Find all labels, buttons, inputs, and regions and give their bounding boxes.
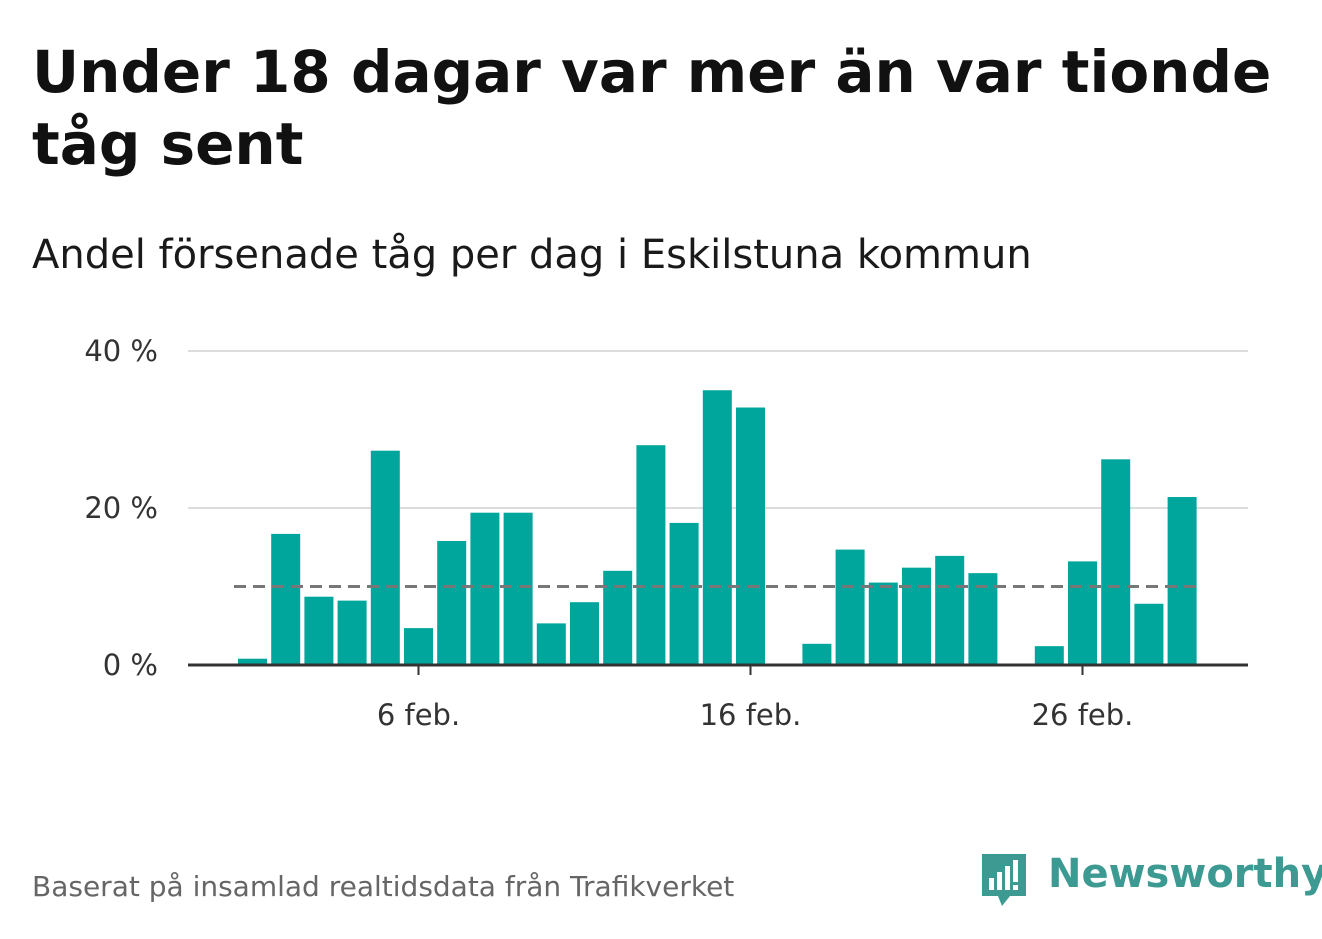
logo-text: Newsworthy: [1048, 851, 1322, 897]
bar: [1167, 497, 1197, 665]
bar: [868, 582, 898, 665]
bar: [603, 570, 633, 665]
bar: [404, 628, 433, 665]
bar: [935, 555, 965, 665]
bars: [238, 390, 1197, 665]
bar: [669, 522, 699, 665]
bar: [503, 512, 533, 665]
bar: [1068, 561, 1097, 665]
bar-chart: 0 % 20 % 40 % 6 feb. 16 feb. 26 feb.: [84, 334, 1248, 732]
bar: [337, 600, 367, 665]
bar: [370, 450, 400, 665]
bar: [968, 573, 998, 665]
source-note: Baserat på insamlad realtidsdata från Tr…: [32, 870, 735, 903]
bar: [470, 512, 500, 665]
chart-subtitle: Andel försenade tåg per dag i Eskilstuna…: [32, 232, 1032, 278]
axes: 0 % 20 % 40 % 6 feb. 16 feb. 26 feb.: [84, 334, 1248, 732]
newsworthy-logo: Newsworthy: [980, 848, 1322, 912]
bar: [835, 549, 865, 665]
y-tick-label: 0 %: [103, 648, 158, 682]
x-tick-label: 26 feb.: [1032, 698, 1134, 732]
bar: [636, 445, 666, 665]
bar: [802, 643, 832, 665]
bar: [1034, 646, 1064, 665]
bar: [304, 596, 334, 665]
bar: [736, 407, 765, 665]
newsworthy-logo-icon: [982, 854, 1026, 906]
bar: [902, 567, 931, 665]
bar: [536, 623, 566, 665]
bar: [1101, 459, 1131, 665]
bar: [1134, 603, 1164, 665]
x-tick-label: 6 feb.: [377, 698, 460, 732]
bar: [570, 602, 599, 665]
bar: [437, 540, 467, 665]
bar: [271, 533, 301, 665]
y-tick-label: 40 %: [84, 334, 158, 368]
chart-title: Under 18 dagar var mer än var tionde tåg…: [32, 38, 1272, 178]
bar: [702, 390, 732, 665]
y-tick-label: 20 %: [84, 491, 158, 525]
bar: [238, 658, 267, 665]
x-tick-label: 16 feb.: [700, 698, 802, 732]
